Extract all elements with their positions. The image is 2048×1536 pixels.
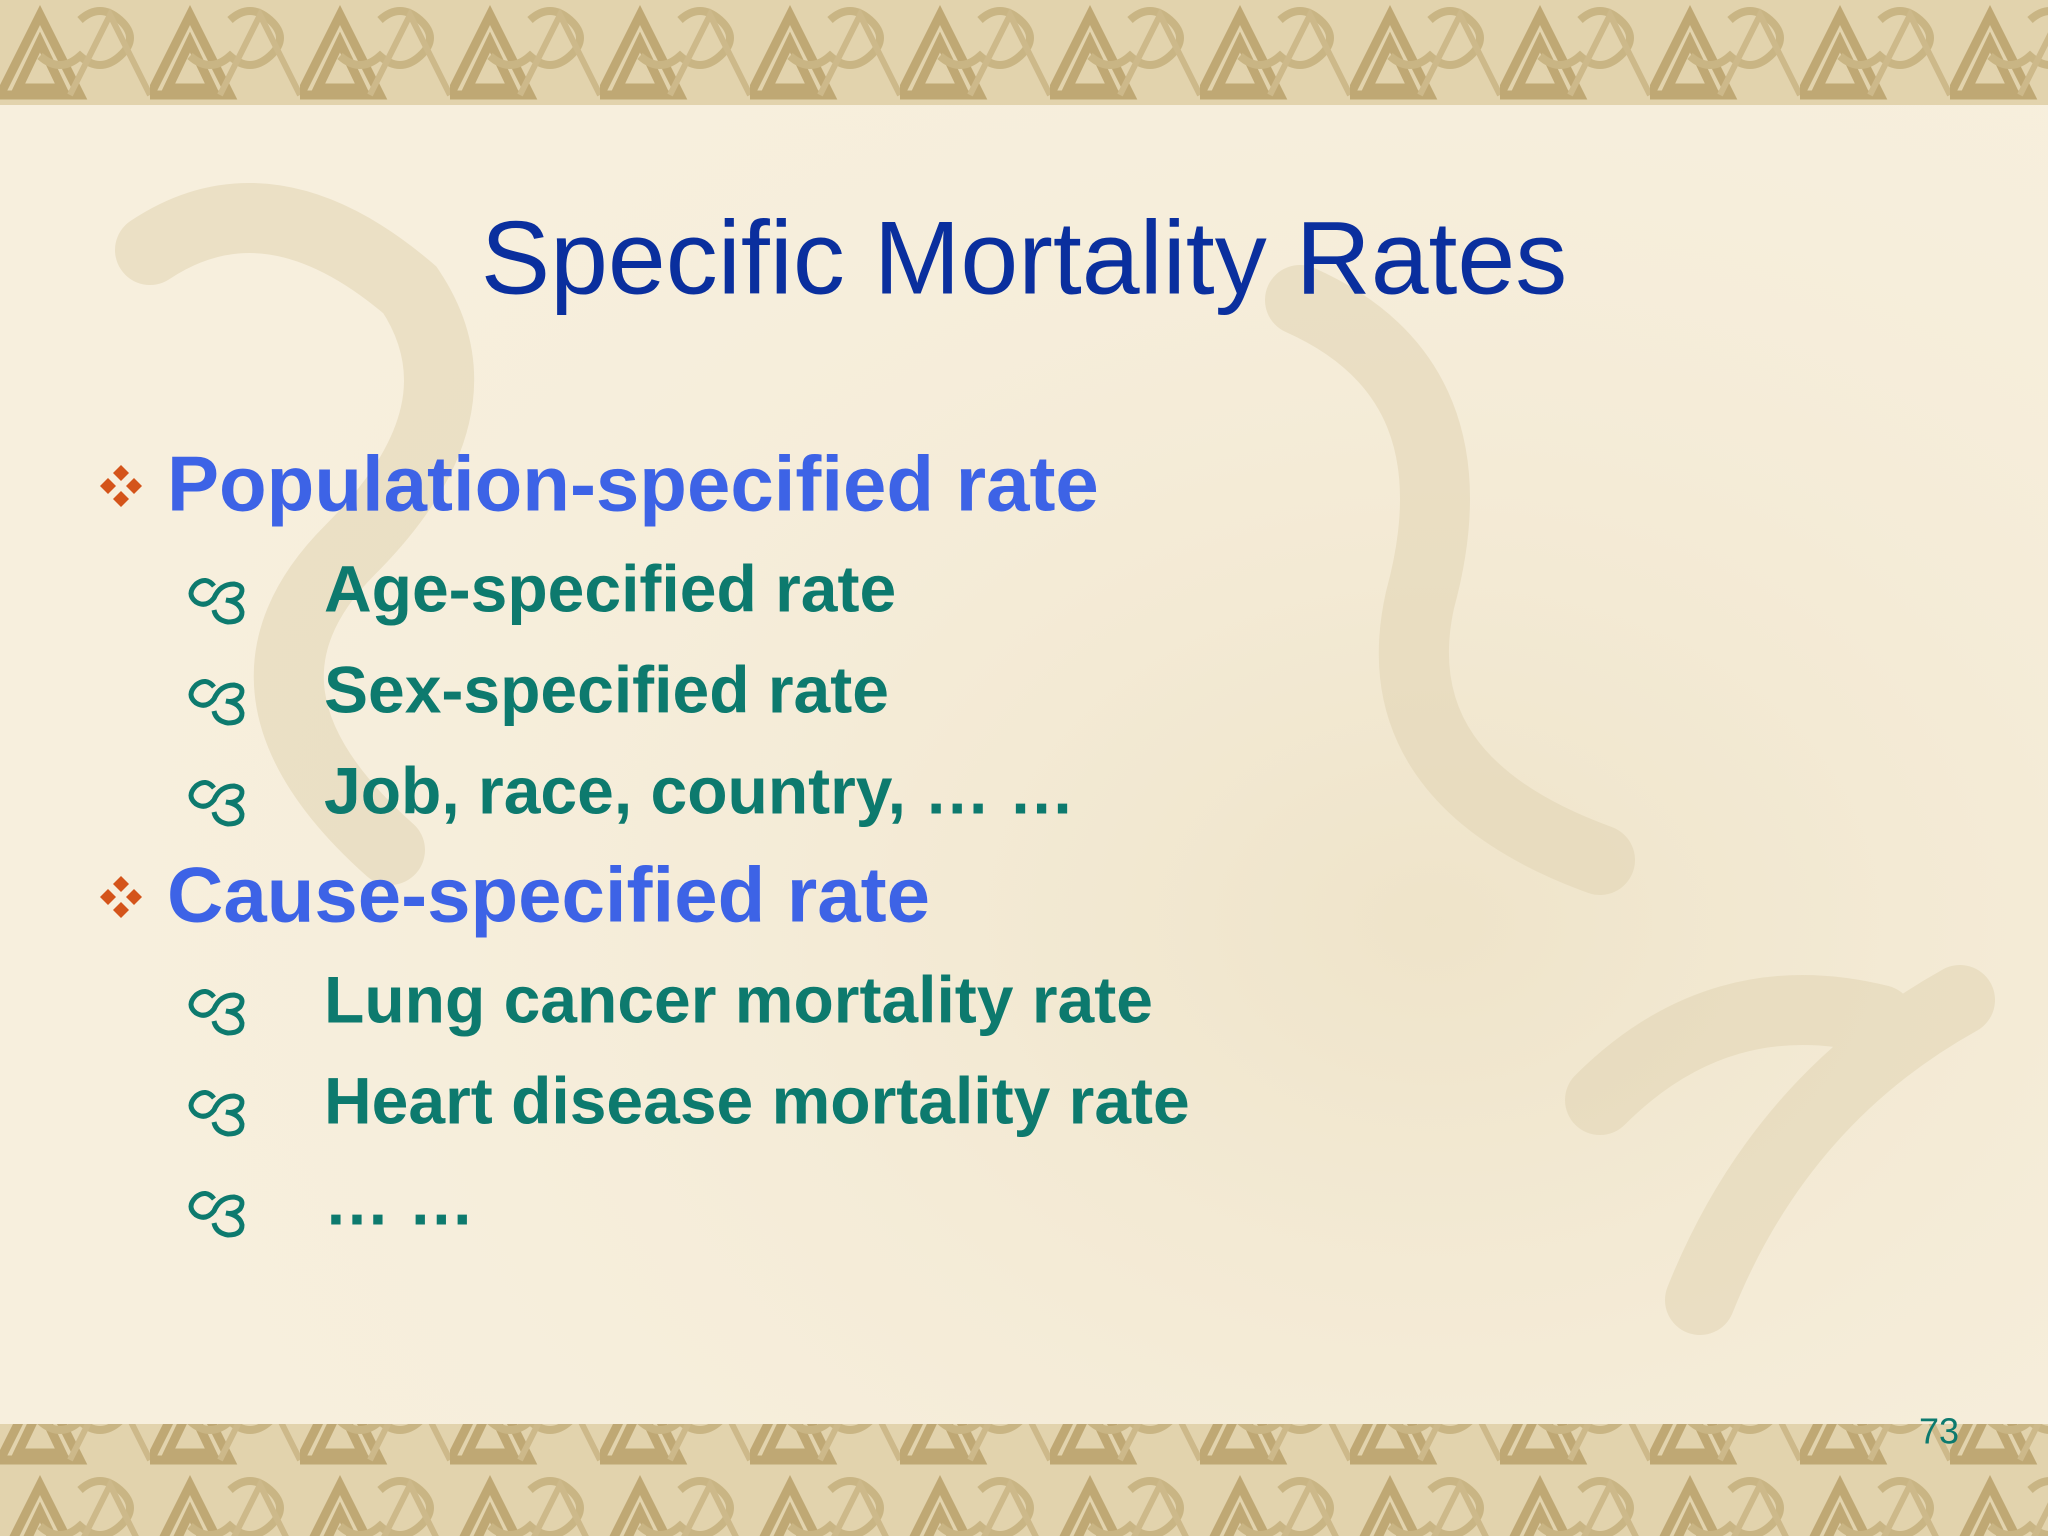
- page-number: 73: [1919, 1411, 1959, 1452]
- bullet-icon-part: [126, 478, 142, 494]
- sub-bullet-text: Lung cancer mortality rate: [324, 962, 1153, 1036]
- sub-bullet-text: Age-specified rate: [324, 551, 896, 625]
- sub-bullet-text: … …: [324, 1164, 474, 1238]
- sub-bullet-icon: [188, 780, 245, 827]
- sub-bullet-icon: [188, 1191, 245, 1238]
- slide-title: Specific Mortality Rates: [481, 200, 1568, 316]
- sub-bullet-icon: [188, 679, 245, 726]
- sub-bullet-icon: [188, 578, 245, 625]
- bullet-icon-part: [113, 902, 129, 918]
- bullet-icon-part: [100, 478, 116, 494]
- bullet-icon: [100, 876, 142, 918]
- bullet-icon-part: [113, 876, 129, 892]
- brush-decoration: [115, 183, 1995, 1335]
- bullet-icon-part: [100, 889, 116, 905]
- bullet-icon-part: [126, 889, 142, 905]
- top-border: [0, 0, 2048, 105]
- bullet-icon-part: [113, 465, 129, 481]
- bullet-text: Cause-specified rate: [167, 851, 930, 939]
- sub-bullet-text: Heart disease mortality rate: [324, 1063, 1190, 1137]
- bullet-text: Population-specified rate: [167, 440, 1099, 528]
- sub-bullet-icon: [188, 989, 245, 1036]
- sub-bullet-text: Sex-specified rate: [324, 652, 889, 726]
- sub-bullet-text: Job, race, country, … …: [324, 753, 1075, 827]
- bullet-icon-part: [113, 491, 129, 507]
- sub-bullet-icon: [188, 1090, 245, 1137]
- bottom-border: [0, 1424, 2048, 1536]
- bullet-icon: [100, 465, 142, 507]
